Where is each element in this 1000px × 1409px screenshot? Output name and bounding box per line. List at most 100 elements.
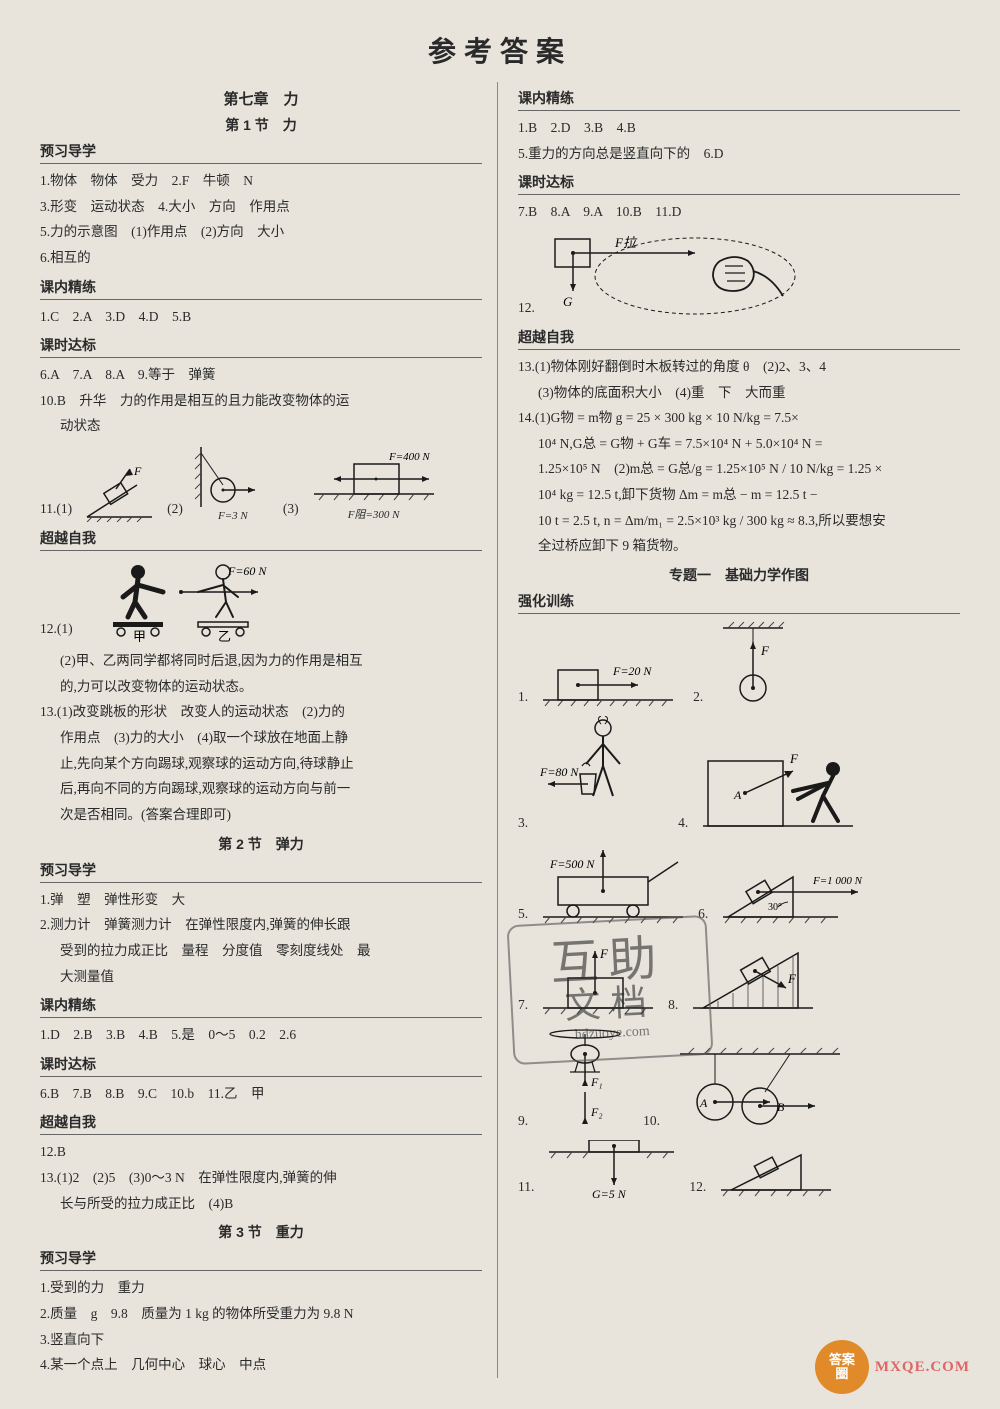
answer-line: 7.B 8.A 9.A 10.B 11.D xyxy=(518,199,960,225)
q12-diagram: 12.(1) xyxy=(40,557,482,642)
topic1-title: 专题一 基础力学作图 xyxy=(518,565,960,585)
svg-text:F=60 N: F=60 N xyxy=(227,564,267,578)
footer-url: MXQE.COM xyxy=(875,1359,970,1376)
diagram-person-bucket: F=80 N xyxy=(538,716,668,836)
answer-line: 6.相互的 xyxy=(40,245,482,271)
preview-header: 预习导学 xyxy=(40,1248,482,1271)
diagram-incline: F xyxy=(82,467,157,522)
diagram-incline-small xyxy=(716,1145,836,1200)
train-row5: 9. F₁ F₂ 10. xyxy=(518,1024,960,1134)
train-row1: 1. F=20 N 2. xyxy=(518,620,960,710)
svg-text:F₁: F₁ xyxy=(590,1075,603,1089)
svg-text:G=5 N: G=5 N xyxy=(592,1187,627,1200)
diagram-two-balls: A B xyxy=(670,1044,850,1134)
answer-line: 3.形变 运动状态 4.大小 方向 作用点 xyxy=(40,194,482,220)
svg-text:甲: 甲 xyxy=(133,629,146,642)
q11-mid: (2) xyxy=(167,496,183,522)
footer-circle-bot: 圈 xyxy=(835,1367,848,1381)
right-column: 课内精练 1.B 2.D 3.B 4.B 5.重力的方向总是竖直向下的 6.D … xyxy=(508,82,960,1378)
diagram-block-weight: G=5 N xyxy=(544,1140,679,1200)
answer-line: 后,再向不同的方向踢球,观察球的运动方向与前一 xyxy=(40,776,482,802)
answer-line: 6.A 7.A 8.A 9.等于 弹簧 xyxy=(40,362,482,388)
q12-prefix: 12.(1) xyxy=(40,616,73,642)
svg-text:F拉: F拉 xyxy=(614,235,638,250)
label: F=3 N xyxy=(218,510,248,522)
answer-line: 1.弹 塑 弹性形变 大 xyxy=(40,887,482,913)
num: 12. xyxy=(689,1174,706,1200)
q11-last: (3) xyxy=(283,496,299,522)
answer-line: 13.(1)改变跳板的形状 改变人的运动状态 (2)力的 xyxy=(40,699,482,725)
time-header: 课时达标 xyxy=(40,335,482,358)
answer-line: 13.(1)2 (2)5 (3)0～3 N 在弹性限度内,弹簧的伸 xyxy=(40,1165,482,1191)
answer-line: 次是否相同。(答案合理即可) xyxy=(40,802,482,828)
train-row6: 11. G=5 N 12. xyxy=(518,1140,960,1200)
diagram-block-right: F=20 N xyxy=(538,655,683,710)
self-header: 超越自我 xyxy=(40,528,482,551)
inclass-header: 课内精练 xyxy=(40,995,482,1018)
answer-line: 10.B 升华 力的作用是相互的且力能改变物体的运 xyxy=(40,388,482,414)
answer-line: 的,力可以改变物体的运动状态。 xyxy=(40,674,482,700)
chapter-title: 第七章 力 xyxy=(40,88,482,109)
svg-text:A: A xyxy=(699,1096,708,1110)
svg-text:30°: 30° xyxy=(768,902,782,913)
q11-diagrams: 11.(1) F (2) xyxy=(40,445,482,522)
preview-header: 预习导学 xyxy=(40,860,482,883)
page-title: 参考答案 xyxy=(40,30,960,70)
q12-diagram: 12. G F拉 xyxy=(518,231,960,321)
answer-line: 5.力的示意图 (1)作用点 (2)方向 大小 xyxy=(40,219,482,245)
svg-text:F=80 N: F=80 N xyxy=(539,765,579,779)
self-header: 超越自我 xyxy=(518,327,960,350)
answer-line: 10⁴ N,G总 = G物 + G车 = 7.5×10⁴ N + 5.0×10⁴… xyxy=(518,431,960,457)
answer-line: 2.质量 g 9.8 质量为 1 kg 的物体所受重力为 9.8 N xyxy=(40,1301,482,1327)
answer-line: 1.25×10⁵ N (2)m总 = G总/g = 1.25×10⁵ N / 1… xyxy=(518,456,960,482)
answer-line: 6.B 7.B 8.B 9.C 10.b 11.乙 甲 xyxy=(40,1081,482,1107)
answer-line: 4.某一个点上 几何中心 球心 中点 xyxy=(40,1352,482,1378)
section1-title: 第 1 节 力 xyxy=(40,115,482,135)
answer-line: 1.C 2.A 3.D 4.D 5.B xyxy=(40,304,482,330)
diagram-wall-ball: F=3 N xyxy=(193,445,273,522)
svg-text:F: F xyxy=(760,643,770,658)
svg-text:B: B xyxy=(777,1100,785,1114)
self-header: 超越自我 xyxy=(40,1112,482,1135)
q12-prefix: 12. xyxy=(518,295,535,321)
answer-line: 13.(1)物体刚好翻倒时木板转过的角度 θ (2)2、3、4 xyxy=(518,354,960,380)
svg-text:F₂: F₂ xyxy=(590,1105,603,1119)
svg-text:F: F xyxy=(787,971,797,986)
diagram-cart: F=500 N xyxy=(538,842,688,927)
left-column: 第七章 力 第 1 节 力 预习导学 1.物体 物体 受力 2.F 牛顿 N 3… xyxy=(40,82,498,1378)
num: 10. xyxy=(643,1108,660,1134)
num: 1. xyxy=(518,684,528,710)
num: 5. xyxy=(518,901,528,927)
train-row4: 7. F 8. xyxy=(518,933,960,1018)
svg-text:A: A xyxy=(733,788,742,802)
train-header: 强化训练 xyxy=(518,591,960,614)
diagram-push-box: A F xyxy=(698,741,858,836)
svg-text:G: G xyxy=(563,294,573,309)
answer-line: 1.B 2.D 3.B 4.B xyxy=(518,115,960,141)
inclass-header: 课内精练 xyxy=(40,277,482,300)
answer-line: 14.(1)G物 = m物 g = 25 × 300 kg × 10 N/kg … xyxy=(518,405,960,431)
time-header: 课时达标 xyxy=(40,1054,482,1077)
answer-line: 5.重力的方向总是竖直向下的 6.D xyxy=(518,141,960,167)
diagram-pull-hand: G F拉 xyxy=(545,231,805,321)
svg-text:乙: 乙 xyxy=(218,629,231,642)
answer-line: 10 t = 2.5 t, n = Δm/m₁ = 2.5×10³ kg / 3… xyxy=(518,508,960,534)
section2-title: 第 2 节 弹力 xyxy=(40,834,482,854)
diagram-incline-force: F=1 000 N 30° xyxy=(718,852,888,927)
inclass-header: 课内精练 xyxy=(518,88,960,111)
num: 11. xyxy=(518,1174,534,1200)
svg-text:F=1 000 N: F=1 000 N xyxy=(812,875,863,887)
answer-line: 动状态 xyxy=(40,413,482,439)
q11-prefix: 11.(1) xyxy=(40,496,72,522)
num: 6. xyxy=(698,901,708,927)
svg-text:F: F xyxy=(599,946,609,961)
preview-header: 预习导学 xyxy=(40,141,482,164)
footer-circle-top: 答案 xyxy=(829,1353,855,1367)
num: 8. xyxy=(668,992,678,1018)
diagram-hanging-ball: F xyxy=(713,620,793,710)
content-columns: 第七章 力 第 1 节 力 预习导学 1.物体 物体 受力 2.F 牛顿 N 3… xyxy=(40,82,960,1378)
diagram-helicopter: F₁ F₂ xyxy=(538,1024,633,1134)
answer-line: 2.测力计 弹簧测力计 在弹性限度内,弹簧的伸长跟 xyxy=(40,912,482,938)
svg-text:F=500 N: F=500 N xyxy=(549,857,595,871)
num: 9. xyxy=(518,1108,528,1134)
